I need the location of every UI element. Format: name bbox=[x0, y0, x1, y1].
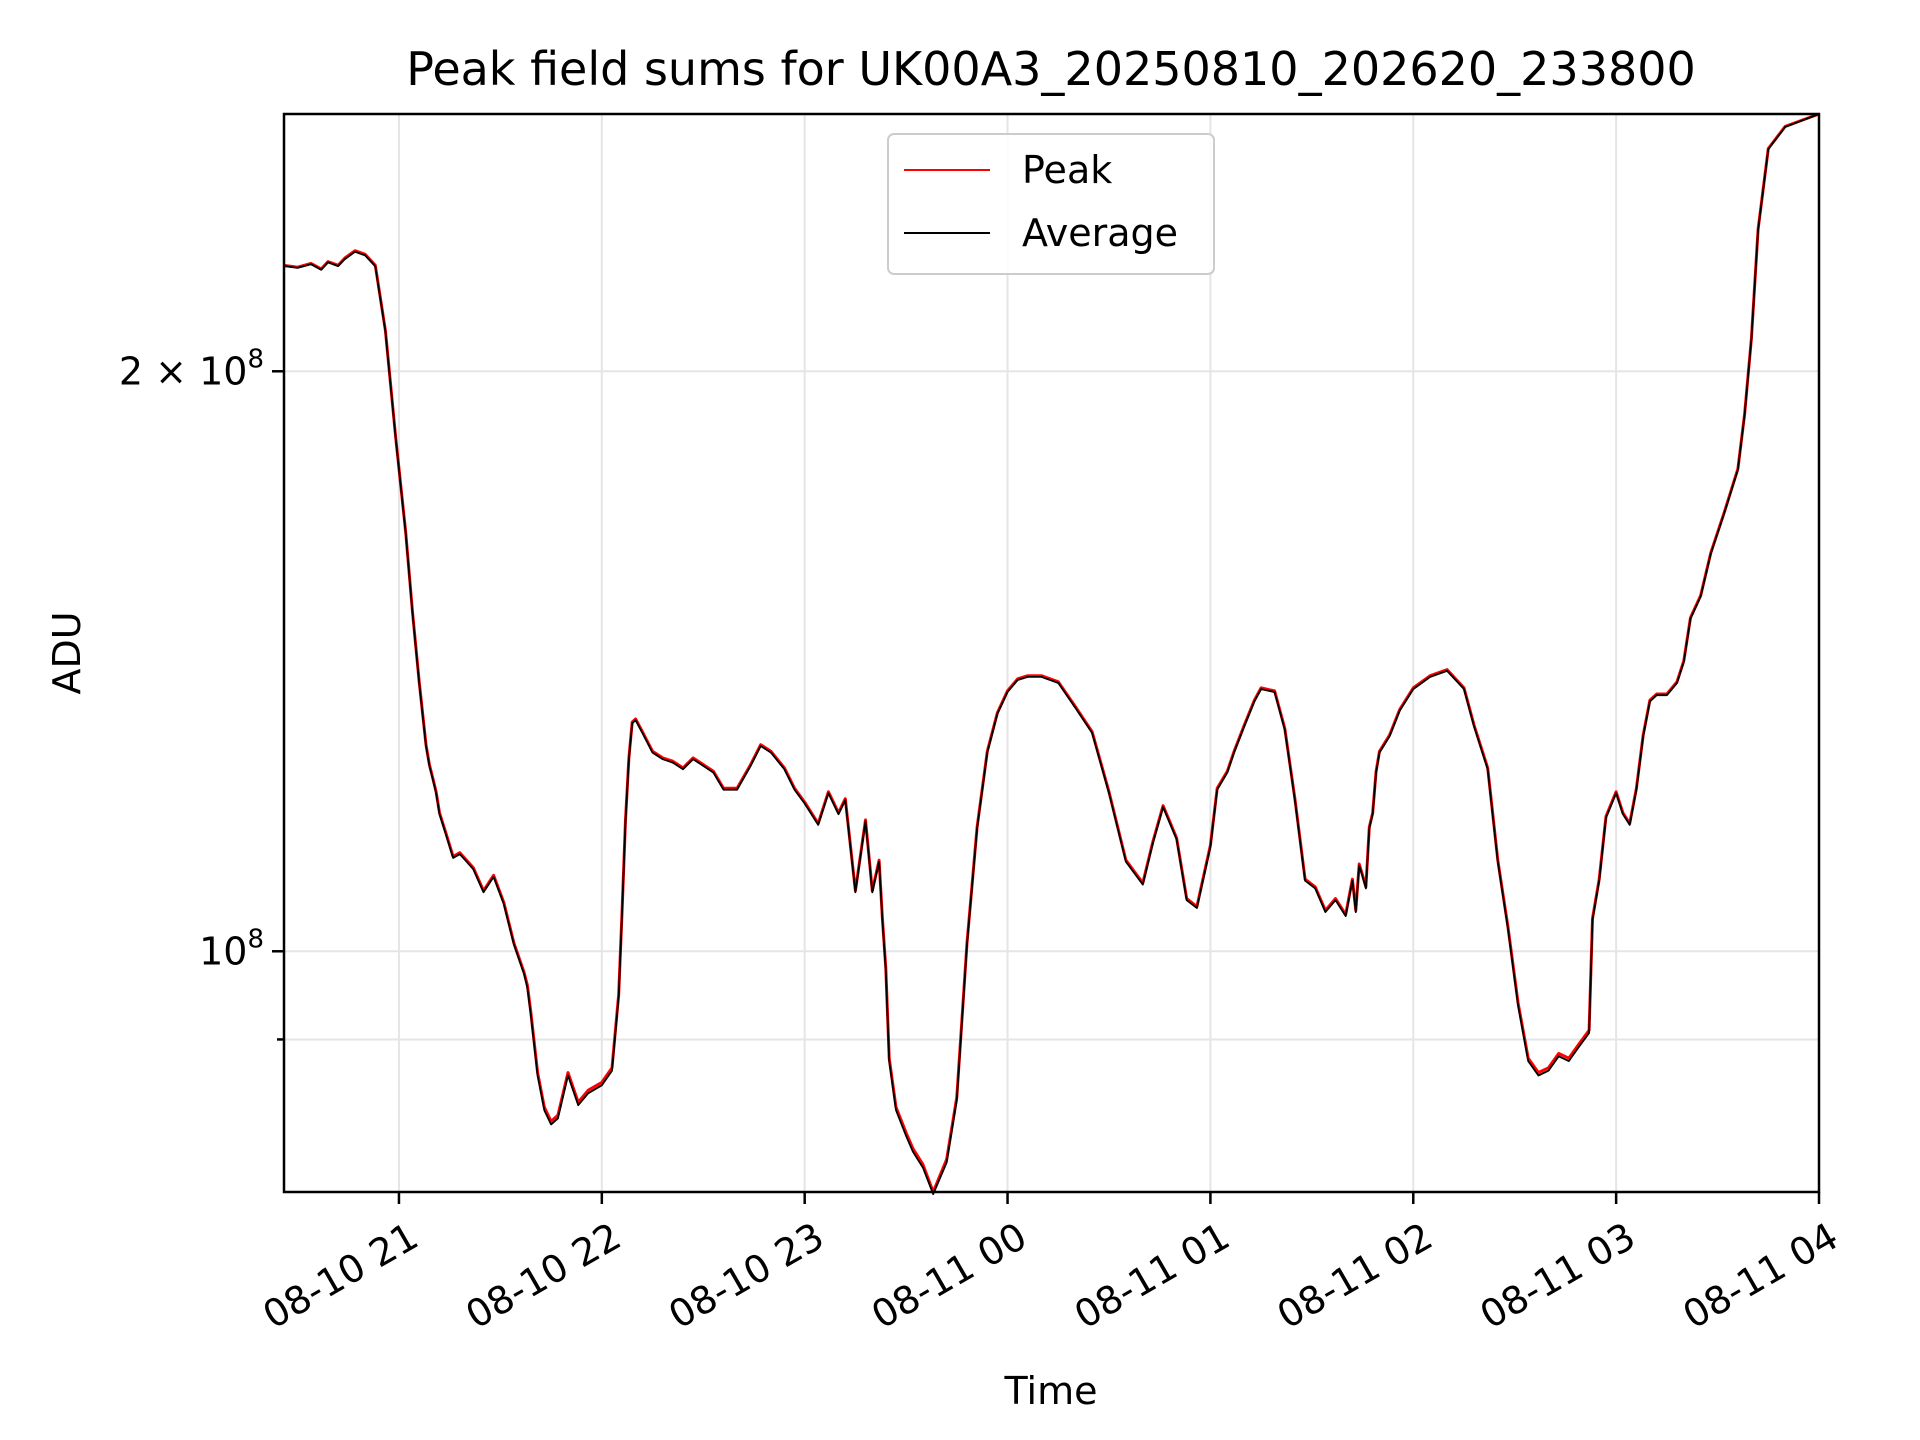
series-layer bbox=[283, 112, 1820, 1196]
chart-title: Peak field sums for UK00A3_20250810_2026… bbox=[406, 42, 1696, 96]
grid-layer bbox=[284, 114, 1820, 1192]
x-tick-label: 08-10 23 bbox=[661, 1214, 831, 1338]
y-axis-ticks: 108 2 × 108 bbox=[119, 344, 284, 1041]
y-axis-label: ADU bbox=[45, 611, 89, 694]
x-tick-label: 08-10 22 bbox=[458, 1214, 628, 1338]
y-tick-label: 2 × 108 bbox=[119, 344, 264, 393]
x-axis-label: Time bbox=[1004, 1369, 1098, 1413]
plot-area-frame bbox=[282, 112, 1821, 1194]
legend-label-peak: Peak bbox=[1022, 148, 1112, 192]
series-line-average bbox=[283, 113, 1820, 1196]
x-tick-label: 08-11 00 bbox=[864, 1214, 1034, 1338]
legend: Peak Average bbox=[887, 133, 1215, 275]
x-axis-ticks: 08-10 21 08-10 22 08-10 23 08-11 00 08-11 01… bbox=[255, 1192, 1846, 1338]
x-tick-label: 08-10 21 bbox=[255, 1214, 425, 1338]
x-tick-label: 08-11 02 bbox=[1270, 1214, 1440, 1338]
x-tick-label: 08-11 03 bbox=[1473, 1214, 1643, 1338]
y-tick-label: 108 bbox=[199, 924, 264, 973]
x-tick-label: 08-11 04 bbox=[1676, 1214, 1846, 1338]
legend-label-average: Average bbox=[1022, 211, 1178, 255]
x-tick-label: 08-11 01 bbox=[1067, 1214, 1237, 1338]
